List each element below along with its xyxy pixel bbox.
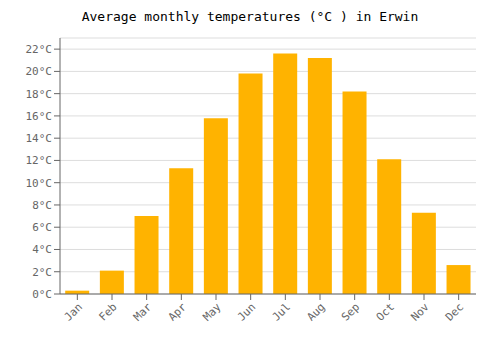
svg-text:2°C: 2°C <box>32 266 52 279</box>
svg-text:Jan: Jan <box>62 300 85 323</box>
svg-text:6°C: 6°C <box>32 221 52 234</box>
svg-text:Dec: Dec <box>443 300 466 323</box>
svg-text:Jul: Jul <box>270 300 293 323</box>
svg-text:Nov: Nov <box>408 300 432 324</box>
svg-text:12°C: 12°C <box>26 154 53 167</box>
svg-text:20°C: 20°C <box>26 65 53 78</box>
svg-text:4°C: 4°C <box>32 243 52 256</box>
svg-text:14°C: 14°C <box>26 132 53 145</box>
svg-text:Mar: Mar <box>131 300 155 324</box>
svg-text:8°C: 8°C <box>32 199 52 212</box>
svg-text:22°C: 22°C <box>26 43 53 56</box>
svg-text:0°C: 0°C <box>32 288 52 301</box>
svg-text:10°C: 10°C <box>26 177 53 190</box>
svg-text:Apr: Apr <box>166 300 190 324</box>
svg-text:Feb: Feb <box>96 300 119 323</box>
svg-text:16°C: 16°C <box>26 110 53 123</box>
svg-text:Aug: Aug <box>304 300 327 323</box>
svg-text:Sep: Sep <box>339 300 362 323</box>
svg-text:May: May <box>200 300 224 324</box>
html-text:Average monthly temperatures (: Average monthly temperatures (°C ) in Er… <box>81 9 419 24</box>
svg-text:Oct: Oct <box>374 300 397 323</box>
svg-text:18°C: 18°C <box>26 88 53 101</box>
svg-text:Jun: Jun <box>235 300 258 323</box>
